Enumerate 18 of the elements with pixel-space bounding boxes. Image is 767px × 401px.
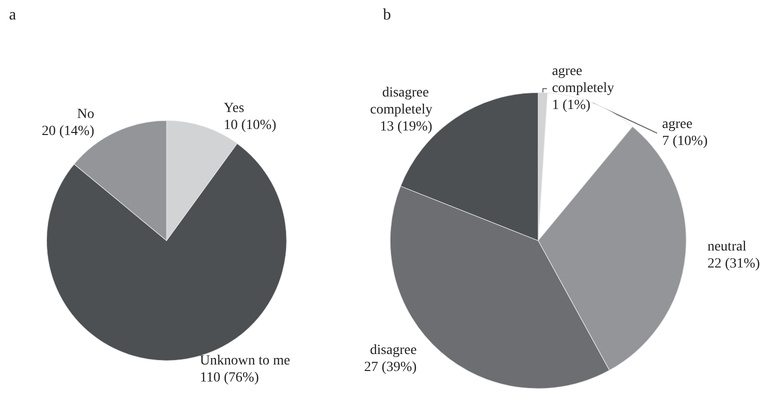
data-label: 22 (31%) — [707, 256, 760, 272]
data-label: 20 (14%) — [42, 124, 95, 139]
slice-label: agree — [662, 117, 692, 132]
data-label: 27 (39%) — [364, 360, 418, 376]
slice-label: neutral — [707, 239, 746, 254]
chart-title: b — [383, 6, 391, 24]
chart-title: a — [9, 6, 16, 24]
slice-label: Unknown to me — [200, 354, 290, 369]
data-label: 10 (10%) — [224, 118, 277, 133]
data-label: 7 (10%) — [662, 134, 708, 150]
slice-label: disagree — [370, 343, 417, 358]
data-label: 13 (19%) — [380, 119, 433, 134]
slice-label: Yes — [224, 100, 244, 116]
slice-label: agree completely — [552, 64, 614, 96]
data-label: 110 (76%) — [200, 370, 260, 386]
slice-label: disagree completely — [370, 85, 432, 118]
data-label: 1 (1%) — [552, 98, 591, 114]
slice-label: No — [77, 106, 94, 122]
